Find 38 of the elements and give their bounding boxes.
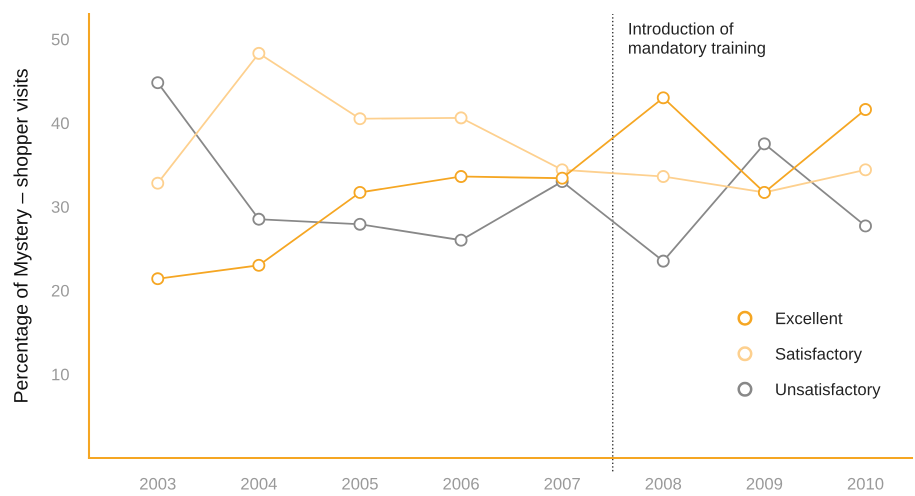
y-tick-label: 20 (52, 284, 69, 297)
point (354, 218, 366, 231)
y-tick-label: 10 (52, 368, 69, 380)
point (252, 212, 266, 226)
point (454, 111, 468, 124)
point (656, 170, 670, 183)
point (354, 186, 366, 199)
point (252, 46, 266, 60)
ref-line-label: Introduction of mandatory training (629, 22, 765, 58)
y-axis-title: Percentage of Mystery – shopper visits (13, 69, 32, 402)
point (151, 76, 164, 90)
point (151, 176, 164, 190)
x-tick-label: 2009 (746, 478, 782, 490)
point (252, 258, 266, 272)
x-tick-label: 2005 (342, 478, 378, 490)
point (656, 91, 670, 104)
point (454, 234, 468, 247)
x-tick-label: 2008 (646, 478, 682, 490)
point (656, 254, 670, 268)
x-tick-label: 2004 (241, 478, 277, 490)
y-tick-label: 50 (52, 34, 69, 46)
legend-label: Excellent (776, 312, 842, 324)
point (758, 137, 771, 150)
y-tick-label: 30 (52, 201, 69, 213)
point (859, 163, 872, 176)
point (354, 112, 366, 126)
x-tick-label: 2006 (443, 478, 479, 490)
legend-label: Unsatisfactory (776, 383, 881, 399)
x-tick-label: 2003 (140, 478, 176, 490)
legend-label: Satisfactory (776, 348, 862, 364)
point (556, 172, 569, 185)
point (859, 103, 872, 116)
x-tick-label: 2010 (848, 478, 884, 490)
point (859, 219, 872, 232)
point (454, 170, 468, 183)
point (151, 272, 164, 286)
y-tick-label: 40 (51, 117, 69, 130)
x-tick-label: 2007 (544, 478, 580, 490)
